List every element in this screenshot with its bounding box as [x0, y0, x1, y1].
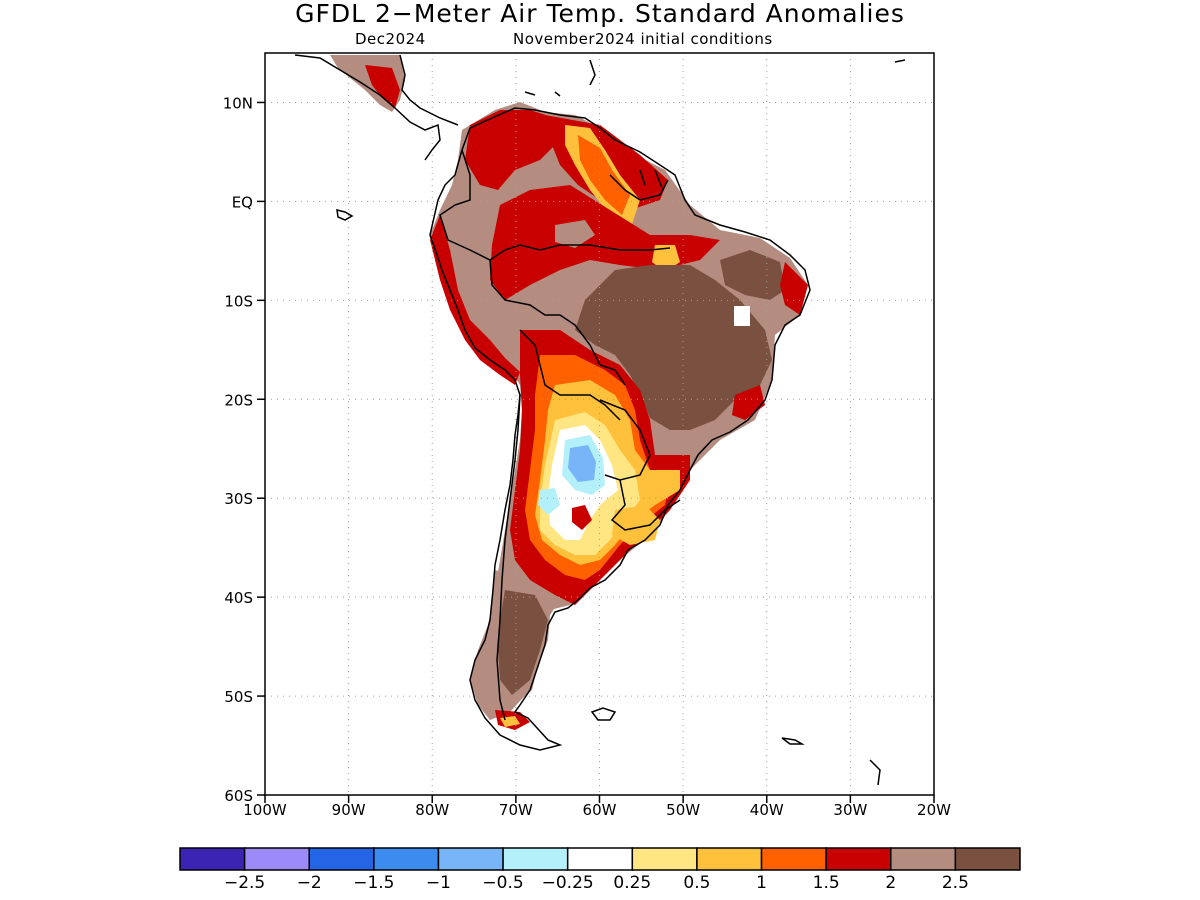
- colorbar-label: 1: [756, 873, 767, 893]
- colorbar-label: −1: [426, 873, 451, 893]
- lat-tick-label: 50S: [224, 688, 253, 706]
- lon-tick-label: 30W: [833, 801, 867, 819]
- coastline-falklands: [590, 707, 617, 721]
- border-argentina-brazil: [610, 479, 681, 531]
- anomaly-region-cool-south: [538, 488, 560, 515]
- lon-tick-label: 50W: [666, 801, 700, 819]
- anomaly-region-cool: [568, 445, 596, 482]
- map-plot-area: [264, 52, 935, 796]
- lat-tick-label: EQ: [232, 193, 253, 211]
- lon-tick-label: 80W: [415, 801, 449, 819]
- anomaly-region-central-america-red: [365, 65, 400, 108]
- colorbar-label: 0.25: [613, 873, 651, 893]
- coastline-galapagos: [336, 209, 354, 221]
- anomaly-region-west-coast-red: [430, 215, 520, 385]
- lon-tick-label: 40W: [750, 801, 784, 819]
- colorbar-swatch: [566, 847, 634, 871]
- colorbar-swatch: [243, 847, 310, 871]
- anomaly-region-mid-red: [572, 505, 592, 530]
- colorbar-label: 1.5: [813, 873, 840, 893]
- colorbar-swatch: [373, 847, 440, 871]
- colorbar-label: −2.5: [224, 873, 265, 893]
- coastline-atlantic-islands: [869, 59, 906, 786]
- colorbar-swatch: [696, 847, 763, 871]
- anomaly-region-brazil-max: [575, 265, 772, 430]
- lon-tick-label: 60W: [583, 801, 617, 819]
- lat-tick-label: 30S: [224, 490, 253, 508]
- colorbar-label: −0.5: [482, 873, 523, 893]
- coastline-south-georgia: [781, 737, 805, 745]
- anomaly-region-amazon-inner: [555, 220, 595, 248]
- colorbar-label: 2.5: [942, 873, 969, 893]
- map-grid: [265, 53, 934, 795]
- anomaly-region-ne-brazil-red: [780, 262, 808, 315]
- colorbar-swatch: [954, 847, 1021, 871]
- longitude-axis: 100W 90W 80W 70W 60W 50W 40W 30W 20W: [243, 795, 951, 819]
- lon-tick-label: 70W: [499, 801, 533, 819]
- colorbar-swatch: [502, 847, 569, 871]
- coastlines: [294, 54, 906, 786]
- lon-tick-label: 90W: [332, 801, 366, 819]
- initial-conditions-label: November2024 initial conditions: [513, 30, 773, 48]
- anomaly-region-north-red: [465, 110, 560, 190]
- map-title: GFDL 2−Meter Air Temp. Standard Anomalie…: [295, 0, 905, 28]
- colorbar-label: 0.5: [683, 873, 710, 893]
- lon-tick-label: 100W: [243, 801, 287, 819]
- colorbar-label: −0.25: [542, 873, 594, 893]
- anomaly-region-patagonia-max: [498, 590, 548, 695]
- anomaly-region-uruguay-orange: [612, 505, 660, 545]
- colorbar-label: −2: [297, 873, 322, 893]
- lon-tick-label: 20W: [917, 801, 951, 819]
- lat-tick-label: 10S: [224, 292, 253, 310]
- colorbar-swatch: [760, 847, 827, 871]
- anomaly-region-missing-box: [734, 306, 750, 326]
- colorbar-swatch: [890, 847, 957, 871]
- colorbar-swatch: [631, 847, 698, 871]
- border-argentina-chile: [496, 394, 521, 721]
- coastline-south-america: [429, 107, 811, 751]
- border-bolivia-south: [519, 329, 621, 421]
- anomaly-region-ne-brazil-max: [720, 250, 785, 300]
- latitude-axis: 10N EQ 10S 20S 30S 40S 50S 60S: [223, 94, 265, 805]
- coastline-central-america: [294, 54, 459, 161]
- colorbar: −2.5 −2 −1.5 −1 −0.5 −0.25 0.25 0.5 1 1.5 2 2.5: [179, 847, 1021, 893]
- colorbar-swatch: [825, 847, 892, 871]
- anomaly-region-east-red: [732, 385, 765, 420]
- coastline-caribbean: [524, 59, 596, 97]
- border-guianas: [609, 169, 669, 201]
- colorbar-swatch: [179, 847, 246, 871]
- colorbar-label: 2: [885, 873, 896, 893]
- border-north-andes: [439, 149, 671, 261]
- lat-tick-label: 40S: [224, 589, 253, 607]
- forecast-month: Dec2024: [355, 30, 426, 48]
- anomaly-region-venezuela-deep-orange: [578, 135, 630, 215]
- colorbar-swatch: [437, 847, 504, 871]
- lat-tick-label: 20S: [224, 391, 253, 409]
- anomaly-region-amazon-red: [490, 185, 720, 300]
- border-peru-bolivia: [489, 259, 626, 386]
- lat-tick-label: 60S: [224, 787, 253, 805]
- colorbar-swatch: [308, 847, 375, 871]
- colorbar-label: −1.5: [353, 873, 394, 893]
- lat-tick-label: 10N: [223, 94, 253, 112]
